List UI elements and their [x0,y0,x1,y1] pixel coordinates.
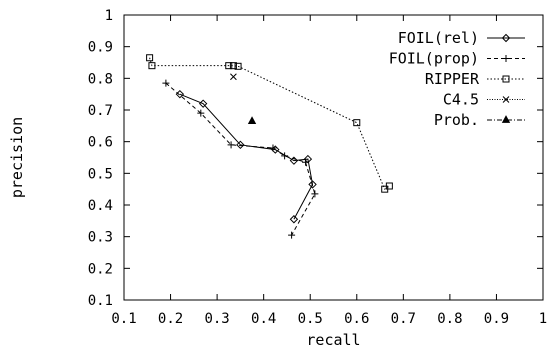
data-point [281,152,289,160]
legend-marker [502,55,510,62]
legend-marker [502,96,510,103]
legend-marker [502,75,510,83]
data-point [289,156,299,165]
legend-label: RIPPER [425,70,480,88]
y-tick-label: 0.8 [88,71,113,87]
x-tick-label: 0.4 [251,311,276,327]
legend: FOIL(rel) FOIL(prop) RIPPER C4.5 Prob. [389,29,525,129]
plot-frame [123,14,544,301]
data-point [230,73,237,81]
y-tick-label: 0.5 [88,166,113,182]
legend-label: C4.5 [443,91,479,109]
data-point [289,215,299,224]
data-point [311,190,319,198]
series-1 [162,79,319,239]
y-tick-label: 0.6 [88,135,113,151]
data-point [236,140,245,150]
data-point [288,231,296,239]
series-3 [230,73,237,81]
data-point [247,116,257,124]
x-tick-label: 0.5 [298,311,323,327]
series-layer [146,54,393,239]
x-tick-label: 0.8 [437,311,462,327]
legend-label: FOIL(prop) [389,50,479,68]
x-tick-label: 0.6 [344,311,369,327]
data-point [302,158,310,166]
data-point [234,62,242,70]
y-tick-label: 0.9 [88,40,113,56]
data-point [148,62,156,70]
legend-label: FOIL(rel) [398,29,479,47]
data-point [197,109,205,117]
legend-marker [501,33,511,43]
data-point [162,79,170,87]
y-axis-label: precision [8,117,26,198]
data-point [308,180,317,189]
data-point [225,62,233,70]
legend-marker [501,115,511,123]
series-2 [146,54,393,193]
x-tick-label: 0.1 [111,311,136,327]
series-line [149,57,390,190]
legend-label: Prob. [434,111,479,129]
data-point [269,144,277,152]
x-tick-label: 0.9 [484,311,509,327]
data-point [198,99,208,108]
series-0 [175,89,317,224]
y-tick-label: 0.3 [88,230,113,246]
data-point [385,182,393,190]
x-axis-label: recall [306,331,360,349]
data-point [229,62,237,70]
x-tick-label: 0.7 [391,311,416,327]
data-point [227,141,235,149]
y-tick-label: 0.7 [88,103,113,119]
data-point [146,54,154,62]
x-tick-label: 0.2 [158,311,183,327]
y-tick-label: 0.4 [88,198,113,214]
axis-ticks: 0.1 0.2 0.3 0.4 0.5 0.6 0.7 0.8 0.9 1 0.1 0.2 0.3 0.4… [88,8,548,327]
y-tick-label: 0.1 [88,293,113,309]
data-point [353,119,361,127]
y-tick-label: 1 [105,8,113,24]
series-4 [247,116,257,124]
x-tick-label: 0.3 [204,311,229,327]
y-tick-label: 0.2 [88,261,113,277]
x-tick-label: 1 [539,311,547,327]
